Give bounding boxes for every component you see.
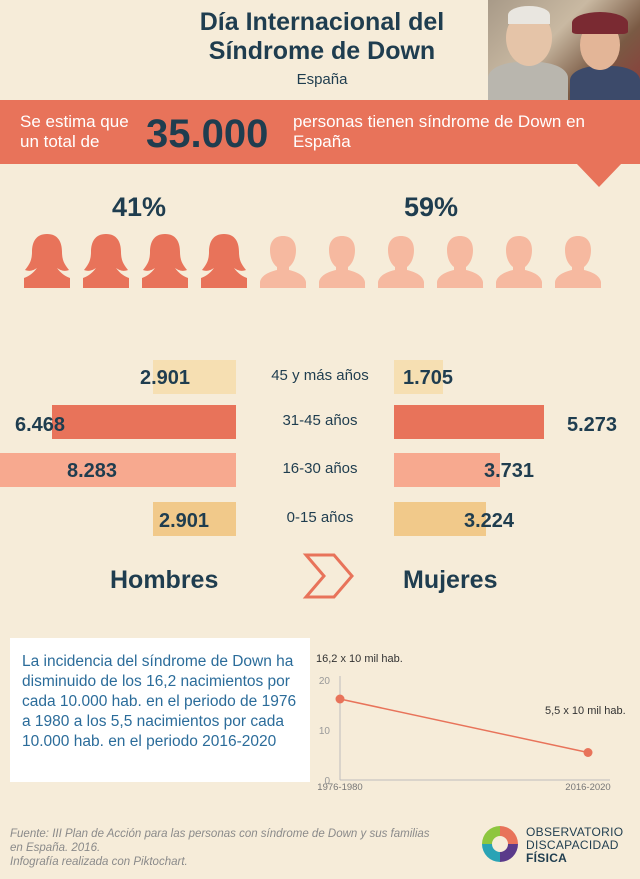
banner-right-text: personas tienen síndrome de Down en Espa… bbox=[293, 112, 586, 151]
observatorio-logo-text: OBSERVATORIO DISCAPACIDAD FÍSICA bbox=[526, 826, 623, 865]
hombres-bar bbox=[51, 405, 236, 439]
header-photo bbox=[488, 0, 640, 102]
y-tick-label: 0 bbox=[324, 776, 330, 787]
estimate-banner bbox=[0, 100, 640, 164]
age-group-label: 31-45 años bbox=[282, 412, 358, 429]
page-title: Día Internacional del Síndrome de Down bbox=[182, 8, 462, 66]
source-note: Fuente: III Plan de Acción para las pers… bbox=[10, 827, 440, 869]
mujeres-title: Mujeres bbox=[403, 566, 498, 594]
male-person-icon bbox=[555, 236, 601, 288]
mujeres-bar bbox=[394, 502, 486, 536]
logo-line-1: OBSERVATORIO bbox=[526, 825, 624, 839]
title-line-2: Síndrome de Down bbox=[208, 37, 436, 65]
banner-arrow bbox=[576, 163, 622, 187]
mujeres-value-label: 1.705 bbox=[403, 367, 454, 389]
age-group-label: 0-15 años bbox=[286, 509, 354, 526]
mujeres-bar bbox=[394, 405, 545, 439]
male-percentage: 59% bbox=[404, 192, 459, 222]
observatorio-logo-icon bbox=[482, 826, 518, 862]
male-person-icon bbox=[496, 236, 542, 288]
point-label: 16,2 x 10 mil hab. bbox=[316, 653, 403, 665]
male-person-icon bbox=[260, 236, 306, 288]
hombres-value-label: 8.283 bbox=[67, 460, 118, 482]
banner-total-number: 35.000 bbox=[146, 112, 269, 156]
hombres-bar bbox=[153, 360, 236, 394]
mujeres-bar bbox=[394, 453, 501, 487]
photo-person-1-body bbox=[488, 62, 568, 102]
banner-left-text: Se estima que un total de bbox=[20, 112, 129, 151]
hombres-title: Hombres bbox=[110, 566, 219, 594]
source-line-2: Infografía realizada con Piktochart. bbox=[10, 856, 188, 868]
female-person-icon bbox=[201, 234, 247, 288]
source-line-1: Fuente: III Plan de Acción para las pers… bbox=[10, 828, 430, 854]
y-tick-label: 10 bbox=[319, 726, 331, 737]
female-person-icon bbox=[142, 234, 188, 288]
chevron-right-icon bbox=[302, 553, 354, 599]
female-person-icon bbox=[24, 234, 70, 288]
point-label: 5,5 x 10 mil hab. bbox=[545, 705, 626, 717]
x-tick-label: 2016-2020 bbox=[565, 782, 610, 790]
hombres-bar bbox=[0, 453, 236, 487]
incidence-note-text: La incidencia del síndrome de Down ha di… bbox=[22, 653, 297, 750]
data-point bbox=[583, 748, 593, 757]
incidence-line-chart: 20 10 0 16,2 x 10 mil hab. 5,5 x 10 mil hab.… bbox=[316, 653, 626, 790]
mujeres-value-label: 3.731 bbox=[484, 460, 535, 482]
age-group-label: 45 y más años bbox=[271, 367, 369, 384]
photo-person-2-body bbox=[570, 66, 640, 102]
hombres-value-label: 2.901 bbox=[140, 367, 191, 389]
male-person-icon bbox=[319, 236, 365, 288]
hombres-value-label: 2.901 bbox=[159, 510, 210, 532]
photo-person-1-hair bbox=[508, 6, 550, 24]
male-person-icon bbox=[378, 236, 424, 288]
incidence-line bbox=[339, 698, 589, 754]
y-tick-label: 20 bbox=[319, 676, 331, 687]
male-person-icon bbox=[437, 236, 483, 288]
female-person-icon bbox=[83, 234, 129, 288]
photo-person-2-cap bbox=[572, 12, 628, 34]
female-percentage: 41% bbox=[112, 192, 167, 222]
logo-line-2: DISCAPACIDAD bbox=[526, 838, 619, 852]
x-tick-label: 1976-1980 bbox=[317, 782, 362, 790]
logo-line-3: FÍSICA bbox=[526, 851, 568, 865]
incidence-note-box: La incidencia del síndrome de Down ha di… bbox=[10, 638, 310, 782]
mujeres-value-label: 5.273 bbox=[567, 414, 618, 436]
hombres-bar bbox=[153, 502, 236, 536]
mujeres-bar bbox=[394, 360, 443, 394]
mujeres-value-label: 3.224 bbox=[464, 510, 515, 532]
data-point bbox=[335, 694, 345, 704]
age-group-label: 16-30 años bbox=[282, 460, 358, 477]
hombres-value-label: 6.468 bbox=[15, 414, 66, 436]
page-subtitle: España bbox=[296, 71, 348, 88]
title-line-1: Día Internacional del bbox=[199, 8, 445, 36]
